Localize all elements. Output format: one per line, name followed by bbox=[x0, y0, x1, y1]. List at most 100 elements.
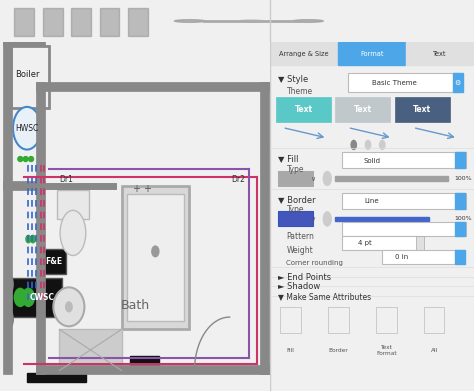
Text: Boiler: Boiler bbox=[15, 70, 39, 79]
Text: Solid: Solid bbox=[364, 158, 381, 164]
Text: Pattern: Pattern bbox=[286, 232, 314, 241]
Bar bbox=[11, 46, 49, 108]
Text: Weight: Weight bbox=[286, 246, 313, 255]
Text: 0 in: 0 in bbox=[394, 254, 408, 260]
Text: Format: Format bbox=[360, 50, 384, 57]
Bar bbox=[328, 307, 349, 334]
Circle shape bbox=[323, 171, 331, 186]
Text: Bath: Bath bbox=[120, 299, 150, 312]
Text: Border: Border bbox=[328, 348, 348, 353]
Circle shape bbox=[14, 288, 26, 307]
Bar bbox=[336, 217, 429, 221]
Bar bbox=[57, 190, 89, 219]
Bar bbox=[341, 236, 417, 250]
Bar bbox=[42, 249, 66, 274]
Bar bbox=[278, 211, 313, 226]
Bar bbox=[336, 97, 391, 122]
Bar bbox=[43, 8, 63, 36]
Circle shape bbox=[22, 288, 34, 307]
Bar bbox=[382, 250, 464, 264]
Text: +: + bbox=[132, 184, 140, 194]
Text: Dr2: Dr2 bbox=[231, 176, 245, 185]
Bar bbox=[270, 42, 337, 65]
Text: Text: Text bbox=[354, 105, 372, 114]
Text: ▼ Fill: ▼ Fill bbox=[278, 154, 299, 163]
Text: Text: Text bbox=[295, 105, 313, 114]
Bar bbox=[341, 152, 466, 169]
Bar bbox=[121, 186, 189, 329]
Text: Basic Theme: Basic Theme bbox=[372, 80, 417, 86]
Bar bbox=[336, 176, 447, 181]
Circle shape bbox=[152, 246, 159, 257]
Text: Type: Type bbox=[286, 205, 304, 214]
Bar bbox=[128, 8, 148, 36]
Bar bbox=[11, 278, 62, 317]
Bar bbox=[424, 307, 445, 334]
Ellipse shape bbox=[28, 156, 34, 161]
Bar bbox=[100, 8, 119, 36]
Bar bbox=[280, 307, 301, 334]
Circle shape bbox=[293, 20, 323, 22]
Bar bbox=[347, 73, 458, 91]
Text: ∨: ∨ bbox=[310, 216, 315, 222]
Circle shape bbox=[30, 235, 36, 243]
Bar bbox=[406, 42, 473, 65]
Bar bbox=[127, 194, 184, 321]
Bar bbox=[453, 73, 463, 91]
Bar bbox=[278, 171, 313, 186]
Bar bbox=[455, 193, 465, 209]
Ellipse shape bbox=[60, 210, 86, 255]
Circle shape bbox=[13, 107, 41, 150]
Text: Text: Text bbox=[433, 50, 447, 57]
Text: ∨: ∨ bbox=[310, 176, 315, 182]
Text: 100%: 100% bbox=[455, 217, 472, 221]
Text: All: All bbox=[431, 348, 438, 353]
Text: ► End Points: ► End Points bbox=[278, 273, 331, 282]
Bar bbox=[59, 329, 121, 370]
Ellipse shape bbox=[6, 310, 13, 328]
Circle shape bbox=[174, 20, 205, 22]
Ellipse shape bbox=[6, 276, 13, 293]
Circle shape bbox=[351, 140, 356, 149]
Text: +: + bbox=[143, 184, 151, 194]
Text: Text: Text bbox=[413, 105, 431, 114]
Circle shape bbox=[26, 235, 31, 243]
Bar bbox=[455, 222, 465, 236]
Bar bbox=[455, 250, 465, 264]
Text: CWSC: CWSC bbox=[29, 293, 55, 302]
Text: ▼ Style: ▼ Style bbox=[278, 75, 309, 84]
Bar bbox=[341, 193, 466, 209]
Text: 100%: 100% bbox=[455, 176, 472, 181]
Ellipse shape bbox=[18, 156, 23, 161]
Text: Theme: Theme bbox=[286, 87, 313, 96]
Text: Type: Type bbox=[286, 165, 304, 174]
Text: Text
Format: Text Format bbox=[376, 346, 397, 356]
Text: 4 pt: 4 pt bbox=[358, 240, 372, 246]
Bar bbox=[27, 373, 86, 382]
Circle shape bbox=[380, 140, 385, 149]
Text: ▼ Border: ▼ Border bbox=[278, 195, 316, 204]
Text: Line: Line bbox=[364, 198, 379, 204]
Bar bbox=[376, 307, 397, 334]
Bar bbox=[416, 236, 424, 250]
Text: ▼ Make Same Attributes: ▼ Make Same Attributes bbox=[278, 292, 372, 301]
Bar bbox=[130, 356, 159, 365]
Circle shape bbox=[323, 212, 331, 226]
Bar bbox=[71, 8, 91, 36]
Text: Dr1: Dr1 bbox=[59, 176, 73, 185]
Text: Arrange & Size: Arrange & Size bbox=[279, 50, 329, 57]
Bar bbox=[276, 97, 331, 122]
Bar bbox=[394, 97, 449, 122]
Text: ⚙: ⚙ bbox=[455, 79, 461, 86]
Circle shape bbox=[66, 302, 72, 312]
Circle shape bbox=[239, 20, 263, 22]
Text: F&E: F&E bbox=[46, 257, 63, 266]
Bar bbox=[338, 42, 405, 65]
Ellipse shape bbox=[23, 156, 28, 161]
Bar bbox=[455, 152, 465, 169]
Text: HWSC: HWSC bbox=[15, 124, 39, 133]
Text: ► Shadow: ► Shadow bbox=[278, 282, 320, 291]
Ellipse shape bbox=[54, 287, 84, 326]
Text: Fill: Fill bbox=[287, 348, 294, 353]
Bar bbox=[341, 222, 466, 236]
